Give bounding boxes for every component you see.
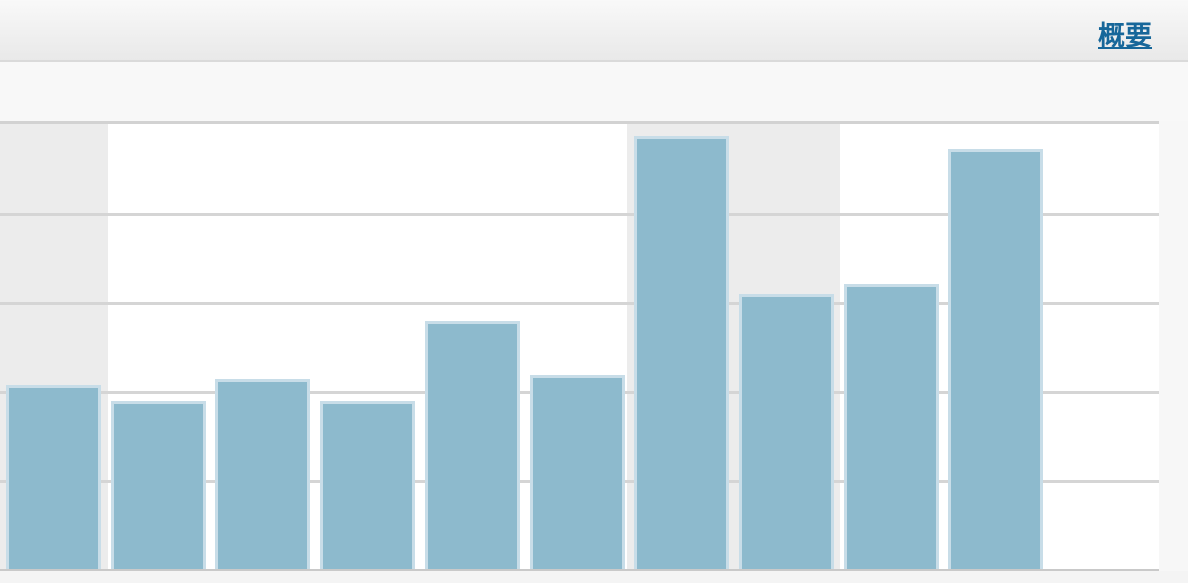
bar[interactable]	[215, 379, 311, 569]
bar[interactable]	[529, 375, 625, 569]
gridline	[0, 213, 1159, 216]
plot-area	[0, 124, 1159, 569]
bar[interactable]	[320, 401, 416, 569]
bar[interactable]	[948, 149, 1044, 569]
bar[interactable]	[843, 284, 939, 569]
bar[interactable]	[634, 136, 730, 569]
footer-strip	[0, 571, 1188, 583]
overview-link[interactable]: 概要	[1098, 21, 1152, 51]
pageviews-bar-chart	[0, 121, 1159, 571]
bar[interactable]	[110, 401, 206, 569]
subheader-strip	[0, 62, 1188, 121]
gridline	[0, 302, 1159, 305]
bar[interactable]	[738, 294, 834, 569]
bar[interactable]	[424, 321, 520, 569]
header-bar: 概要	[0, 0, 1188, 62]
bar[interactable]	[6, 385, 101, 569]
